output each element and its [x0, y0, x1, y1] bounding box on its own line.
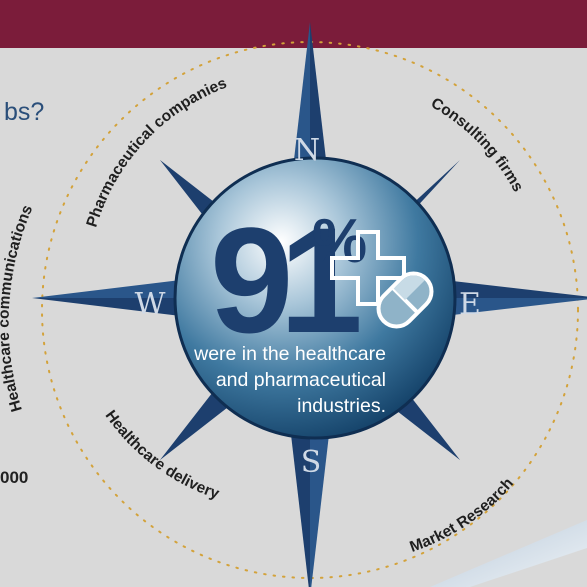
east-label: E [459, 287, 481, 322]
number-fragment: 000 [0, 468, 29, 487]
pill-medical-cross-icon [330, 230, 434, 329]
west-label: W [135, 287, 166, 322]
sector-label-consulting-text: Consulting firms [428, 95, 526, 195]
globe-medallion [173, 156, 457, 440]
stat-caption-line3: industries. [297, 395, 386, 417]
decorative-ribbon [430, 520, 587, 587]
question-fragment: bs? [4, 98, 45, 126]
sector-label-communications-text: Healthcare communications [0, 203, 36, 414]
stat-caption-line1: were in the healthcare [193, 343, 386, 365]
stat-caption-line2: and pharmaceutical [216, 369, 386, 391]
sector-label-market-research: Market Research [408, 475, 517, 556]
sector-label-consulting: Consulting firms [428, 95, 526, 195]
sector-label-market-research-text: Market Research [408, 475, 517, 556]
dotted-ring [41, 41, 579, 579]
top-header-band [0, 0, 587, 48]
north-label: N [294, 133, 320, 168]
sector-label-communications: Healthcare communications [0, 203, 36, 414]
south-label: S [301, 445, 322, 480]
